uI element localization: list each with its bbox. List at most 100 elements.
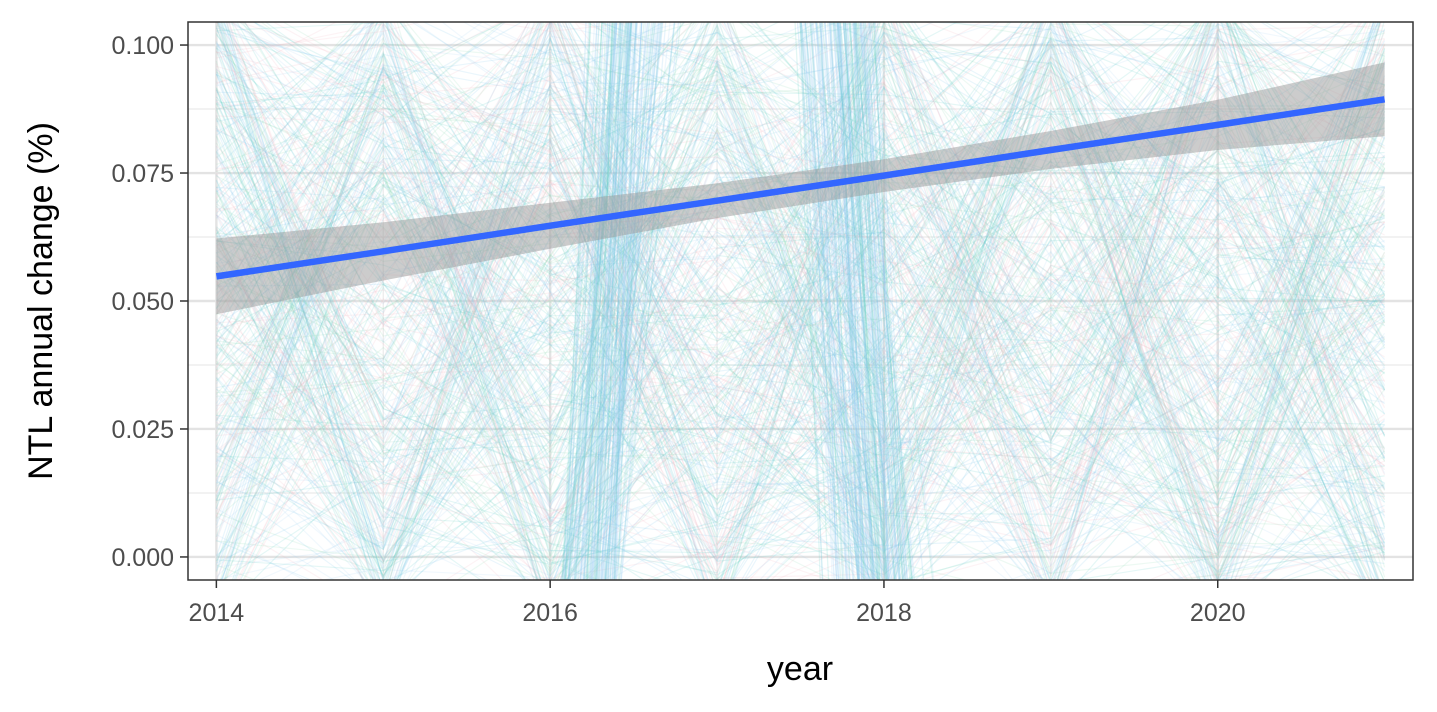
background-line (215, 22, 1381, 552)
background-band-line (853, 22, 891, 580)
background-line (216, 22, 1385, 551)
background-band-line (591, 22, 623, 580)
background-line (215, 22, 1374, 580)
background-line (215, 213, 1385, 580)
background-band-line (844, 22, 879, 580)
background-line (215, 52, 1386, 580)
background-band-line (833, 22, 889, 580)
background-band-line (597, 22, 633, 580)
background-line (216, 74, 1386, 554)
background-band-line (598, 22, 661, 580)
background-line (216, 22, 1386, 580)
background-band-line (583, 22, 617, 580)
background-line (216, 22, 1366, 580)
background-line (215, 32, 1385, 580)
background-band-line (607, 22, 629, 580)
background-band-line (858, 22, 916, 580)
background-line (216, 22, 1373, 580)
background-line (215, 89, 1385, 465)
background-line (215, 116, 1385, 580)
background-line (215, 22, 1379, 465)
background-band-line (821, 22, 877, 580)
background-line (216, 110, 1386, 580)
background-band-line (814, 22, 850, 580)
background-band-line (563, 22, 621, 580)
background-line (224, 22, 1367, 580)
x-tick-label: 2016 (522, 599, 578, 627)
background-line (216, 73, 1385, 467)
x-tick-label: 2020 (1190, 599, 1246, 627)
background-line (215, 59, 1386, 579)
background-line (223, 22, 1386, 553)
background-line (215, 100, 1385, 538)
background-line (216, 189, 1385, 580)
background-line (215, 95, 1386, 491)
background-line (215, 63, 1386, 501)
background-line (215, 22, 1212, 570)
background-band-line (809, 22, 844, 580)
background-line (216, 22, 1386, 580)
background-line (216, 22, 1386, 580)
background-line (215, 22, 1386, 451)
background-line (264, 22, 1386, 544)
background-line (215, 22, 1386, 580)
background-line (215, 22, 1385, 580)
background-line (215, 22, 1386, 538)
background-line (215, 67, 1386, 580)
background-line (223, 52, 1386, 580)
background-band-line (820, 22, 838, 580)
background-line (216, 87, 1385, 424)
background-band-line (591, 22, 656, 580)
background-band-line (824, 22, 867, 580)
background-line (215, 34, 1367, 580)
background-line (216, 22, 1386, 562)
background-line (216, 22, 1385, 322)
background-band-line (834, 22, 887, 580)
background-band-line (614, 22, 647, 580)
background-band-line (595, 22, 629, 580)
background-band-line (812, 22, 860, 580)
background-band-line (834, 22, 889, 580)
background-line (215, 146, 1386, 580)
background-line (215, 39, 1385, 580)
background-line (216, 36, 1385, 442)
background-line (252, 22, 1386, 580)
background-band-line (869, 22, 901, 580)
background-band-line (615, 22, 662, 580)
background-band-line (852, 22, 885, 580)
background-line (221, 22, 1386, 539)
background-line (230, 22, 1199, 580)
background-band-line (564, 22, 616, 580)
background-line (215, 70, 1385, 580)
background-band-line (585, 22, 628, 580)
background-line (238, 22, 1385, 386)
background-line (215, 46, 1386, 580)
background-line (216, 127, 1367, 580)
background-line (215, 22, 1385, 580)
background-band-line (602, 22, 652, 580)
background-line (215, 22, 1382, 580)
background-line (215, 137, 1365, 580)
background-line (253, 22, 1386, 555)
background-line (216, 161, 1386, 457)
background-band-line (819, 22, 860, 580)
background-line (215, 22, 1385, 524)
background-line (215, 22, 1376, 501)
background-band-line (586, 22, 607, 580)
background-band-line (851, 22, 883, 580)
background-band-line (839, 22, 904, 580)
background-band-line (819, 22, 849, 580)
background-line (219, 22, 1375, 580)
background-line (216, 44, 1386, 580)
background-band-line (606, 22, 660, 580)
background-band-line (597, 22, 617, 580)
background-band-line (854, 22, 905, 580)
background-band-line (849, 22, 881, 580)
background-line (216, 45, 1386, 580)
background-line (215, 44, 1386, 564)
background-band-line (618, 22, 676, 580)
background-line (215, 127, 1367, 580)
background-line (215, 22, 1385, 580)
background-band-line (602, 22, 643, 580)
background-line (233, 22, 1386, 580)
